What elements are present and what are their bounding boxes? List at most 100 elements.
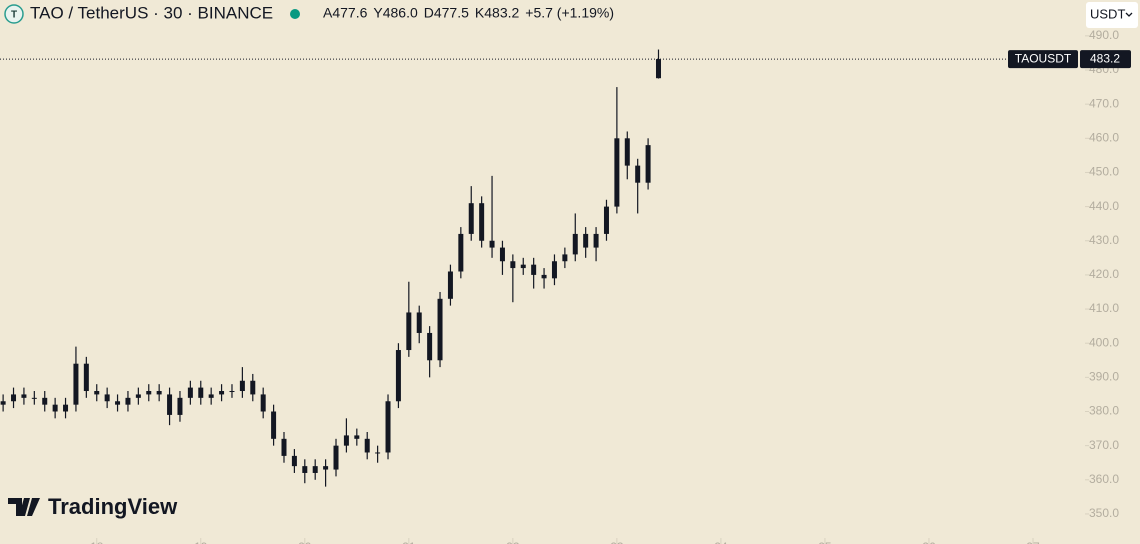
x-tick-label: 20 — [298, 540, 312, 544]
y-tick-label: 400.0 — [1089, 335, 1119, 349]
y-tick-label: 460.0 — [1089, 130, 1119, 144]
candle-body — [83, 363, 89, 392]
candle-body — [260, 394, 266, 412]
candle-body — [42, 397, 48, 405]
quote-values: A477.6 Y486.0 D477.5 K483.2 +5.7 (+1.19%) — [323, 5, 614, 21]
candle-body — [239, 380, 245, 392]
candle-body — [333, 445, 339, 470]
candle-body — [177, 397, 183, 415]
candle-body — [21, 394, 27, 398]
candle-body — [562, 254, 568, 262]
x-tick-label: 23 — [610, 540, 624, 544]
candle-body — [645, 145, 651, 183]
x-tick-label: 27 — [1026, 540, 1040, 544]
candle-body — [468, 203, 474, 234]
y-tick-label: 350.0 — [1089, 506, 1119, 520]
candle-body — [489, 240, 495, 248]
y-tick-label: 410.0 — [1089, 301, 1119, 315]
candle-body — [406, 312, 412, 351]
candle-body — [135, 394, 141, 398]
currency-button[interactable]: USDT — [1086, 2, 1138, 28]
candle-body — [416, 312, 422, 333]
y-tick-label: 360.0 — [1089, 472, 1119, 486]
candle-body — [208, 394, 214, 398]
currency-label[interactable]: USDT — [1090, 6, 1125, 21]
x-tick-label: 25 — [818, 540, 832, 544]
candle-body — [187, 387, 193, 398]
candle-body — [73, 363, 79, 405]
candle-body — [198, 387, 204, 398]
candle-body — [583, 233, 589, 248]
svg-text:T: T — [11, 10, 17, 21]
y-tick-label: 370.0 — [1089, 438, 1119, 452]
y-tick-label: 450.0 — [1089, 165, 1119, 179]
candle-body — [437, 298, 443, 361]
candle-body — [146, 391, 152, 395]
candle-body — [635, 165, 641, 183]
candle-body — [593, 233, 599, 248]
candle-body — [271, 411, 277, 439]
x-tick-label: 24 — [714, 540, 728, 544]
symbol-title: TAO / TetherUS · 30 · BINANCE — [30, 3, 273, 22]
candle-body — [614, 138, 620, 207]
y-tick-label: 490.0 — [1089, 28, 1119, 42]
x-tick-label: 19 — [194, 540, 208, 544]
candle-body — [541, 274, 547, 279]
price-value-box — [1080, 50, 1131, 69]
watermark: TradingView — [8, 494, 178, 519]
plot-area: 350.0 360.0 370.0 380.0 390.0 400.0 410.0 420.0… — [0, 28, 1131, 544]
candle-body — [302, 466, 308, 473]
candle-body — [499, 247, 505, 262]
candle-body — [63, 404, 69, 412]
candle-body — [323, 466, 329, 470]
candle-body — [427, 332, 433, 361]
candle-body — [104, 394, 110, 402]
candle-body — [375, 452, 381, 454]
candle-body — [219, 391, 225, 395]
candle-body — [531, 264, 537, 275]
quote-value: +5.7 (+1.19%) — [525, 5, 614, 21]
candle-body — [0, 401, 6, 405]
candle-body — [343, 435, 349, 446]
y-tick-label: 430.0 — [1089, 233, 1119, 247]
quote-value: Y486.0 — [373, 5, 418, 21]
candle-body — [458, 233, 464, 272]
candle-body — [94, 391, 100, 395]
candle-body — [447, 271, 453, 299]
candle-body — [354, 435, 360, 439]
status-dot — [290, 9, 300, 19]
quote-value: D477.5 — [424, 5, 469, 21]
candle-body — [312, 466, 318, 473]
watermark-text: TradingView — [48, 494, 178, 519]
candle-body — [31, 397, 37, 399]
y-tick-label: 380.0 — [1089, 404, 1119, 418]
candle-body — [395, 350, 401, 402]
candle-body — [11, 394, 17, 402]
x-tick-label: 18 — [90, 540, 104, 544]
quote-value: K483.2 — [475, 5, 520, 21]
x-tick-label: 21 — [402, 540, 416, 544]
candle-body — [603, 206, 609, 234]
candle-body — [479, 203, 485, 241]
last-price-label: 483.2 — [1090, 51, 1120, 65]
candle-body — [156, 391, 162, 395]
price-label-box — [1008, 50, 1078, 69]
candle-body — [520, 264, 526, 269]
quote-value: A477.6 — [323, 5, 368, 21]
candle-body — [250, 380, 256, 395]
candle-body — [510, 261, 516, 269]
x-tick-label: 26 — [922, 540, 936, 544]
y-tick-label: 390.0 — [1089, 370, 1119, 384]
x-tick-label: 22 — [506, 540, 520, 544]
candle-body — [572, 233, 578, 255]
candle-body — [281, 438, 287, 456]
candle-body — [364, 438, 370, 453]
candle-body — [115, 401, 121, 405]
candle-body — [551, 261, 557, 279]
candle-body — [291, 455, 297, 467]
price-line-symbol: TAOUSDT — [1015, 51, 1072, 65]
candle-body — [385, 401, 391, 453]
candle-body — [52, 404, 58, 412]
